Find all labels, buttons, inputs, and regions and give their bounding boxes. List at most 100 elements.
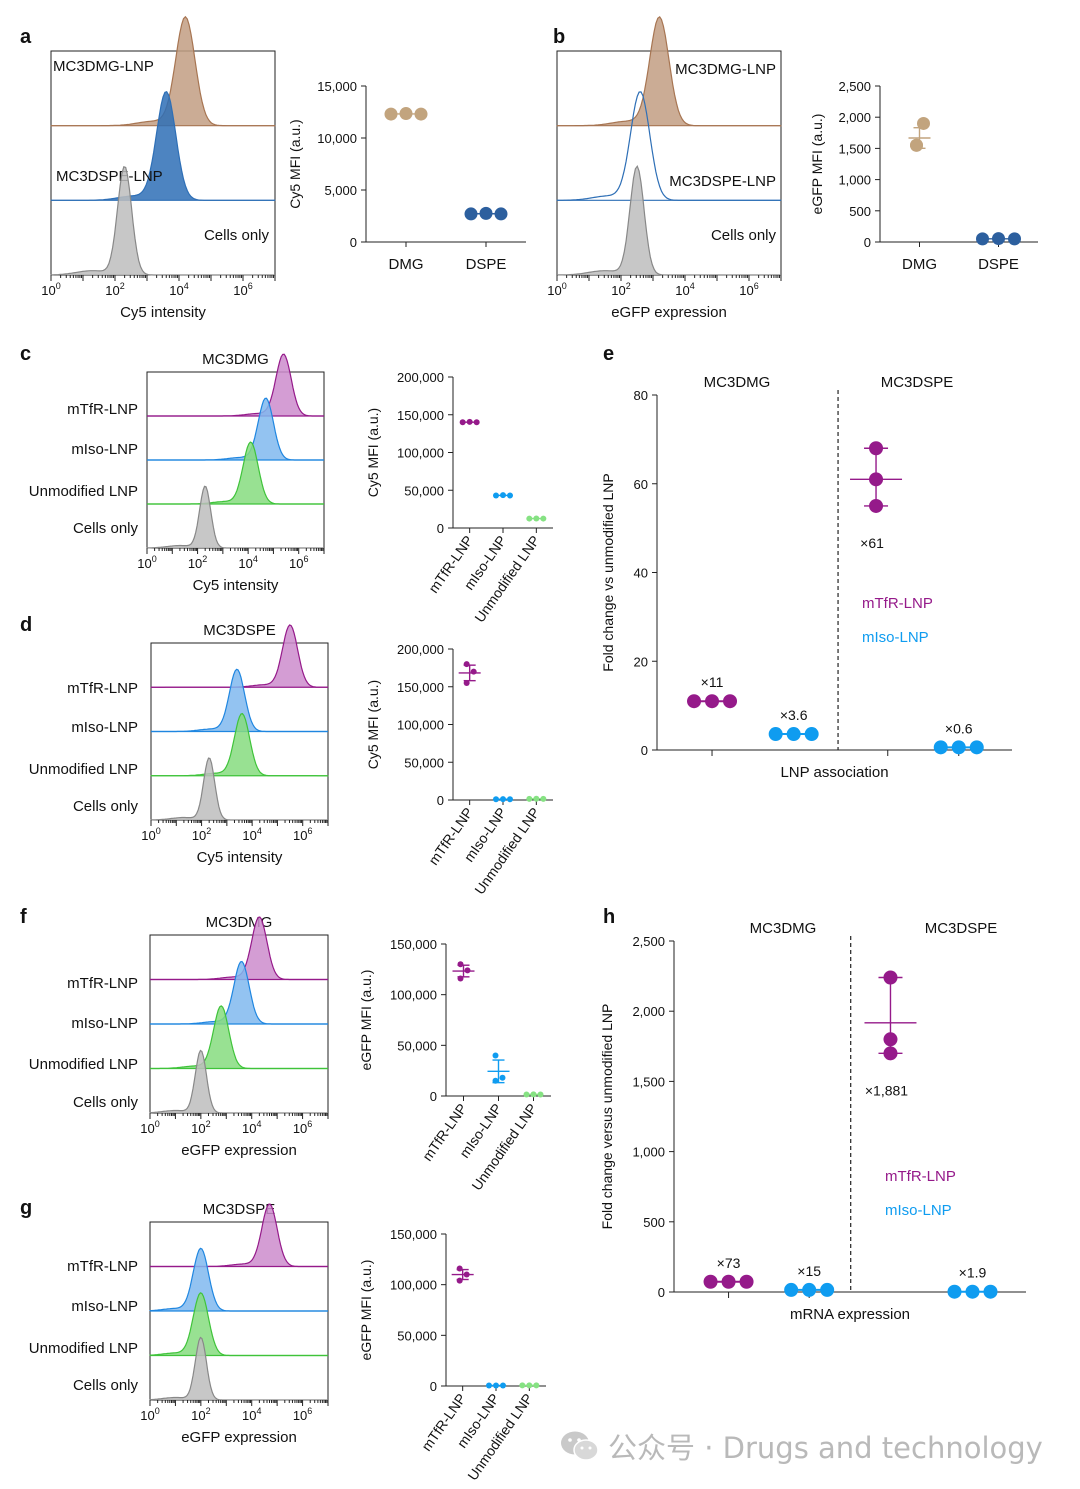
histogram-track-label: MC3DMG-LNP [675, 61, 776, 78]
data-point [947, 1284, 962, 1299]
data-point [533, 515, 540, 522]
y-tick-label: 150,000 [390, 1227, 437, 1242]
x-tick-label: 106 [293, 1119, 312, 1136]
data-point [463, 679, 470, 686]
y-axis-label: eGFP MFI (a.u.) [358, 1260, 374, 1361]
y-tick-label: 1,000 [632, 1145, 665, 1160]
data-point [494, 207, 508, 221]
x-tick-label: 106 [289, 554, 308, 571]
histogram-track-label: Cells only [204, 227, 270, 244]
data-point [883, 1046, 898, 1061]
watermark: 公众号 · Drugs and technology [560, 1426, 1043, 1466]
x-tick-label: 106 [293, 1406, 312, 1423]
y-tick-label: 1,000 [838, 173, 871, 188]
histogram-fill-4 [150, 1337, 328, 1400]
data-point [992, 232, 1005, 246]
data-point [768, 727, 783, 742]
y-tick-label: 0 [350, 235, 357, 250]
group-title: MC3DMG [704, 374, 771, 391]
fold-annotation: ×61 [860, 535, 884, 551]
data-point [951, 740, 966, 755]
y-tick-label: 500 [849, 204, 871, 219]
data-point [493, 796, 499, 803]
histogram-fill-3 [150, 1292, 328, 1356]
fold-annotation: ×1,881 [865, 1082, 908, 1098]
y-axis-label: Fold change vs unmodified LNP [600, 473, 616, 671]
y-tick-label: 100,000 [397, 446, 444, 461]
histogram-fill-4 [150, 1050, 328, 1113]
x-tick-label: 106 [739, 281, 758, 298]
foldchange-e: 0 20 40 60 80 Fold change vs unmodified LNP LN… [600, 374, 1012, 781]
y-axis-label: Cy5 MFI (a.u.) [287, 119, 303, 208]
y-tick-label: 60 [634, 477, 648, 492]
x-tick-label: 102 [105, 281, 124, 298]
histogram-title: MC3DSPE [203, 1201, 276, 1218]
histogram-track-label: Cells only [711, 227, 777, 244]
x-tick-label: 102 [611, 281, 630, 298]
data-point [470, 668, 477, 675]
histogram-fill-3 [151, 713, 328, 776]
histogram-track-label: MC3DSPE-LNP [669, 173, 776, 190]
y-tick-label: 0 [658, 1285, 665, 1300]
y-tick-label: 0 [437, 521, 444, 536]
data-point [540, 515, 547, 522]
panel-label-g: g [20, 1197, 32, 1219]
data-point [457, 961, 464, 968]
data-point [976, 232, 989, 246]
histogram-xlabel: eGFP expression [181, 1429, 297, 1446]
histogram-fill-1 [147, 354, 324, 416]
data-point [479, 206, 493, 220]
y-tick-label: 50,000 [397, 1038, 437, 1053]
histogram-track-label: mTfR-LNP [67, 680, 138, 697]
data-point [473, 419, 480, 426]
x-tick-label: 106 [233, 281, 252, 298]
y-tick-label: 50,000 [404, 755, 444, 770]
x-category-label: DMG [902, 256, 937, 273]
fold-annotation: ×0.6 [945, 720, 973, 736]
data-point [703, 1274, 718, 1289]
watermark-text: 公众号 · Drugs and technology [608, 1431, 1043, 1465]
x-tick-label: 100 [140, 1406, 159, 1423]
histogram-fill-2 [150, 961, 328, 1024]
y-tick-label: 2,500 [838, 79, 871, 94]
data-point [802, 1282, 817, 1297]
x-tick-label: 100 [41, 281, 60, 298]
histogram-curve-2 [149, 1247, 328, 1312]
data-point [526, 1382, 533, 1389]
y-tick-label: 10,000 [317, 131, 357, 146]
x-tick-label: 104 [242, 826, 261, 843]
y-tick-label: 5,000 [324, 183, 357, 198]
panel-label-e: e [603, 343, 614, 365]
dotplot-b: 0 500 1,000 1,500 2,000 2,500 eGFP MFI (a.u.) D… [809, 79, 1038, 273]
legend-entry: mIso-LNP [862, 629, 929, 646]
x-tick-label: 104 [242, 1119, 261, 1136]
data-point [537, 1091, 544, 1098]
fold-annotation: ×15 [797, 1263, 821, 1279]
histogram-xlabel: Cy5 intensity [197, 849, 283, 866]
data-point [910, 138, 923, 152]
foldchange-h: 0 500 1,000 1,500 2,000 2,500 Fold change vers… [599, 920, 1026, 1323]
y-tick-label: 80 [634, 388, 648, 403]
histogram-curve-4 [149, 1336, 328, 1401]
y-tick-label: 100,000 [397, 718, 444, 733]
data-point [492, 1077, 499, 1084]
histogram-a: MC3DMG-LNP MC3DSPE-LNP Cells only 100 102 104… [41, 15, 276, 321]
data-point [786, 727, 801, 742]
y-tick-label: 50,000 [404, 483, 444, 498]
histogram-xlabel: Cy5 intensity [193, 577, 279, 594]
data-point [500, 492, 506, 499]
panel-label-d: d [20, 614, 32, 636]
histogram-fill-2 [150, 1248, 328, 1311]
data-point [721, 1274, 736, 1289]
x-tick-label: 104 [169, 281, 188, 298]
panel-label-h: h [603, 906, 615, 928]
histogram-track-label: mTfR-LNP [67, 975, 138, 992]
data-point [457, 975, 464, 982]
data-point [500, 1382, 506, 1389]
histogram-track-label: MC3DSPE-LNP [56, 168, 163, 185]
data-point [523, 1091, 530, 1098]
y-tick-label: 150,000 [397, 680, 444, 695]
data-point [526, 795, 533, 802]
data-point [414, 107, 428, 121]
y-tick-label: 0 [430, 1379, 437, 1394]
